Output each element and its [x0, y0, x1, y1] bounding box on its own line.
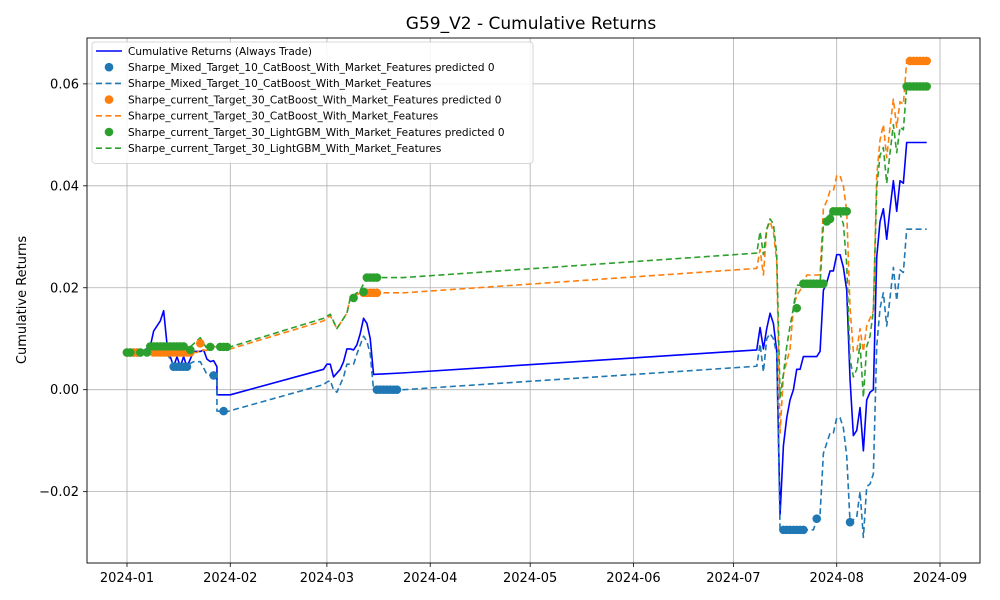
marker-sharpe-mixed-target-10-catboost-with-market-features-predicted-0: [182, 362, 192, 372]
y-tick-label: 0.02: [50, 281, 79, 296]
marker-sharpe-mixed-target-10-catboost-with-market-features-predicted-0: [845, 517, 855, 527]
x-tick-label: 2024-04: [403, 571, 457, 586]
marker-sharpe-current-target-30-lightgbm-with-market-features-predicted-0: [126, 348, 135, 357]
series-layer: [122, 56, 931, 539]
marker-sharpe-mixed-target-10-catboost-with-market-features-predicted-0: [799, 525, 808, 535]
legend-marker: [104, 127, 114, 137]
marker-sharpe-current-target-30-lightgbm-with-market-features-predicted-0: [205, 342, 215, 352]
marker-sharpe-current-target-30-lightgbm-with-market-features-predicted-0: [819, 279, 828, 288]
x-tick-label: 2024-08: [810, 571, 864, 586]
marker-sharpe-current-target-30-lightgbm-with-market-features-predicted-0: [825, 214, 835, 224]
x-tick-label: 2024-02: [203, 571, 257, 586]
marker-sharpe-current-target-30-lightgbm-with-market-features-predicted-0: [185, 345, 195, 355]
marker-sharpe-current-target-30-lightgbm-with-market-features-predicted-0: [842, 207, 852, 216]
marker-sharpe-current-target-30-catboost-with-market-features-predicted-0: [372, 288, 382, 298]
legend-marker: [104, 62, 114, 72]
legend-label: Sharpe_Mixed_Target_10_CatBoost_With_Mar…: [128, 62, 495, 74]
marker-sharpe-current-target-30-catboost-with-market-features-predicted-0: [922, 56, 931, 66]
x-tick-label: 2024-05: [503, 571, 557, 586]
x-tick-label: 2024-07: [706, 571, 760, 586]
axes: 2024-01 2024-02 2024-03 2024-04 2024-05 2024-…: [39, 37, 981, 586]
marker-sharpe-current-target-30-lightgbm-with-market-features-predicted-0: [222, 342, 232, 352]
y-tick-label: 0.06: [50, 77, 79, 92]
marker-sharpe-current-target-30-lightgbm-with-market-features-predicted-0: [136, 348, 145, 357]
legend-label: Sharpe_current_Target_30_CatBoost_With_M…: [128, 94, 501, 106]
marker-sharpe-current-target-30-lightgbm-with-market-features-predicted-0: [792, 303, 802, 313]
plot-frame: [86, 37, 981, 564]
y-tick-label: −0.02: [39, 485, 79, 500]
marker-sharpe-mixed-target-10-catboost-with-market-features-predicted-0: [219, 406, 228, 416]
legend-label: Sharpe_current_Target_30_LightGBM_With_M…: [128, 143, 441, 155]
y-tick-label: 0.04: [50, 179, 79, 194]
x-tick-label: 2024-01: [100, 571, 154, 586]
x-tick-label: 2024-09: [913, 571, 967, 586]
marker-sharpe-current-target-30-lightgbm-with-market-features-predicted-0: [372, 273, 382, 282]
legend-marker: [104, 95, 114, 104]
series-line-sharpe-current-target-30-lightgbm-with-market-features: [126, 85, 927, 399]
y-axis-title: Cumulative Returns: [15, 236, 30, 364]
marker-sharpe-current-target-30-catboost-with-market-features-predicted-0: [195, 339, 205, 348]
marker-sharpe-current-target-30-lightgbm-with-market-features-predicted-0: [179, 342, 188, 351]
legend-label: Sharpe_Mixed_Target_10_CatBoost_With_Mar…: [128, 78, 431, 90]
series-line-cumulative-returns-always-trade: [126, 141, 927, 516]
marker-sharpe-current-target-30-lightgbm-with-market-features-predicted-0: [359, 287, 368, 297]
chart-title: G59_V2 - Cumulative Returns: [406, 14, 657, 34]
y-tick-label: 0.00: [50, 383, 79, 398]
x-tick-label: 2024-06: [606, 571, 660, 586]
marker-sharpe-mixed-target-10-catboost-with-market-features-predicted-0: [812, 514, 822, 523]
marker-sharpe-current-target-30-lightgbm-with-market-features-predicted-0: [922, 82, 931, 91]
legend-box: [91, 41, 534, 164]
marker-sharpe-current-target-30-lightgbm-with-market-features-predicted-0: [349, 293, 358, 303]
grid-lines: [87, 38, 980, 563]
legend-label: Cumulative Returns (Always Trade): [128, 46, 312, 58]
x-tick-label: 2024-03: [300, 571, 354, 586]
legend: Cumulative Returns (Always Trade) Sharpe_…: [91, 41, 534, 164]
marker-sharpe-mixed-target-10-catboost-with-market-features-predicted-0: [209, 371, 218, 380]
legend-label: Sharpe_current_Target_30_LightGBM_With_M…: [128, 127, 505, 139]
marker-sharpe-mixed-target-10-catboost-with-market-features-predicted-0: [392, 385, 402, 394]
legend-label: Sharpe_current_Target_30_CatBoost_With_M…: [128, 111, 438, 123]
